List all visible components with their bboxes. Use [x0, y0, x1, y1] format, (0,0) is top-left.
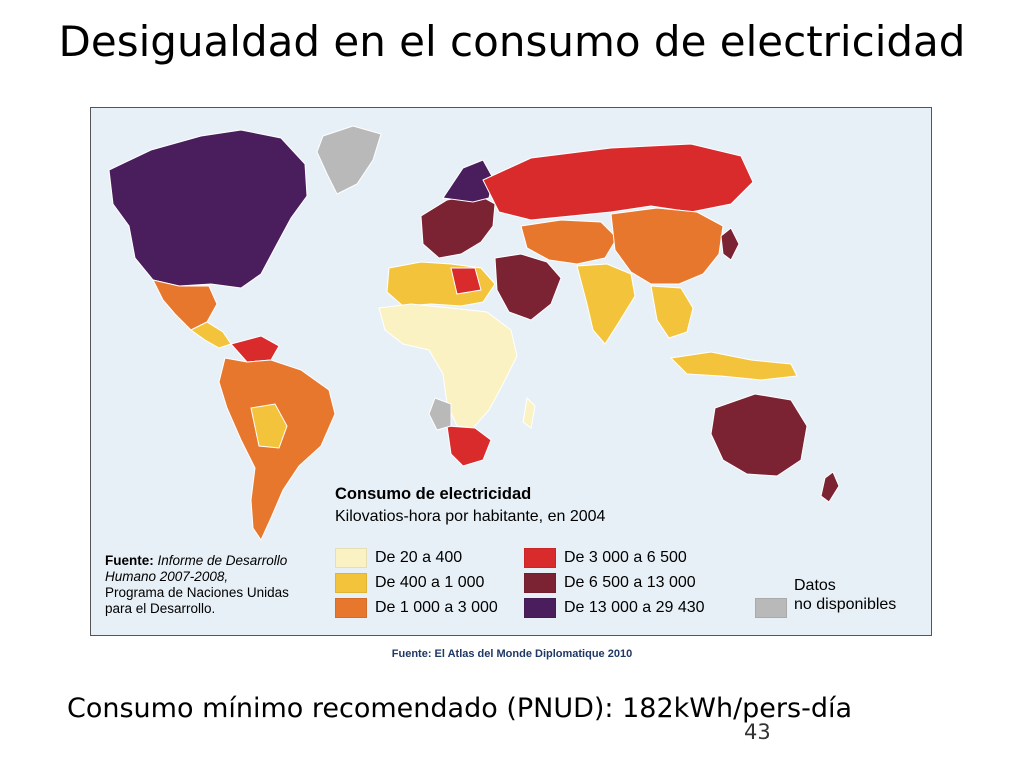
legend-swatch [335, 573, 367, 593]
region-new-zealand [820, 471, 840, 503]
legend-swatch [524, 548, 556, 568]
map-source-note: Fuente: Informe de Desarrollo Humano 200… [105, 553, 325, 617]
region-central-asia [520, 219, 618, 265]
region-japan [720, 227, 740, 261]
region-middle-east [494, 253, 562, 321]
legend-swatch [524, 573, 556, 593]
legend-no-data-line2: no disponibles [794, 596, 897, 613]
region-venezuela [230, 335, 280, 363]
region-australia [710, 393, 808, 477]
slide-title: Desigualdad en el consumo de electricida… [58, 17, 966, 66]
legend-swatch [335, 598, 367, 618]
legend-swatch [524, 598, 556, 618]
legend-label: De 400 a 1 000 [375, 574, 485, 591]
legend-no-data-line1: Datos [794, 577, 836, 594]
source-report-title-2: Humano 2007-2008, [105, 569, 229, 584]
legend-item-13000-29430: De 13 000 a 29 430 [524, 598, 705, 618]
legend-label: De 20 a 400 [375, 549, 463, 566]
legend-no-data-label: Datos no disponibles [794, 576, 896, 614]
source-line3: Programa de Naciones Unidas [105, 585, 289, 600]
legend-subtitle: Kilovatios-hora por habitante, en 2004 [335, 508, 606, 525]
legend-swatch-no-data [755, 598, 787, 618]
legend-label: De 1 000 a 3 000 [375, 599, 498, 616]
region-libya [450, 267, 482, 295]
region-sub-saharan-africa [378, 303, 518, 429]
world-map: Consumo de electricidad Kilovatios-hora … [90, 107, 932, 636]
page-number: 43 [744, 720, 771, 744]
region-south-america [218, 357, 336, 542]
legend-label: De 3 000 a 6 500 [564, 549, 687, 566]
legend-title: Consumo de electricidad [335, 485, 532, 503]
region-north-america [108, 129, 308, 289]
legend-item-3000-6500: De 3 000 a 6 500 [524, 548, 687, 568]
legend-label: De 6 500 a 13 000 [564, 574, 696, 591]
region-china [610, 207, 724, 285]
legend-item-6500-13000: De 6 500 a 13 000 [524, 573, 696, 593]
legend-item-20-400: De 20 a 400 [335, 548, 462, 568]
source-line2: Humano 2007-2008, [105, 569, 325, 585]
legend-label: De 13 000 a 29 430 [564, 599, 705, 616]
minimum-consumption-note: Consumo mínimo recomendado (PNUD): 182kW… [67, 693, 853, 724]
legend-swatch [335, 548, 367, 568]
region-madagascar [522, 396, 536, 429]
world-map-graphic [108, 125, 840, 542]
source-line1: Fuente: Informe de Desarrollo [105, 553, 325, 569]
region-southeast-asia [650, 285, 694, 339]
legend-item-400-1000: De 400 a 1 000 [335, 573, 484, 593]
region-greenland [316, 125, 382, 195]
region-indonesia [669, 351, 798, 381]
region-south-america-yellow [250, 403, 288, 449]
source-report-title-1: Informe de Desarrollo [157, 553, 288, 568]
region-europe [420, 193, 496, 259]
source-prefix: Fuente: [105, 553, 158, 568]
region-africa-nodata [428, 397, 452, 431]
atlas-source: Fuente: El Atlas del Monde Diplomatique … [391, 648, 633, 660]
legend-item-1000-3000: De 1 000 a 3 000 [335, 598, 498, 618]
region-india [576, 263, 636, 345]
source-line4: para el Desarrollo. [105, 601, 216, 616]
region-southern-africa [446, 425, 492, 467]
region-russia [482, 143, 754, 221]
